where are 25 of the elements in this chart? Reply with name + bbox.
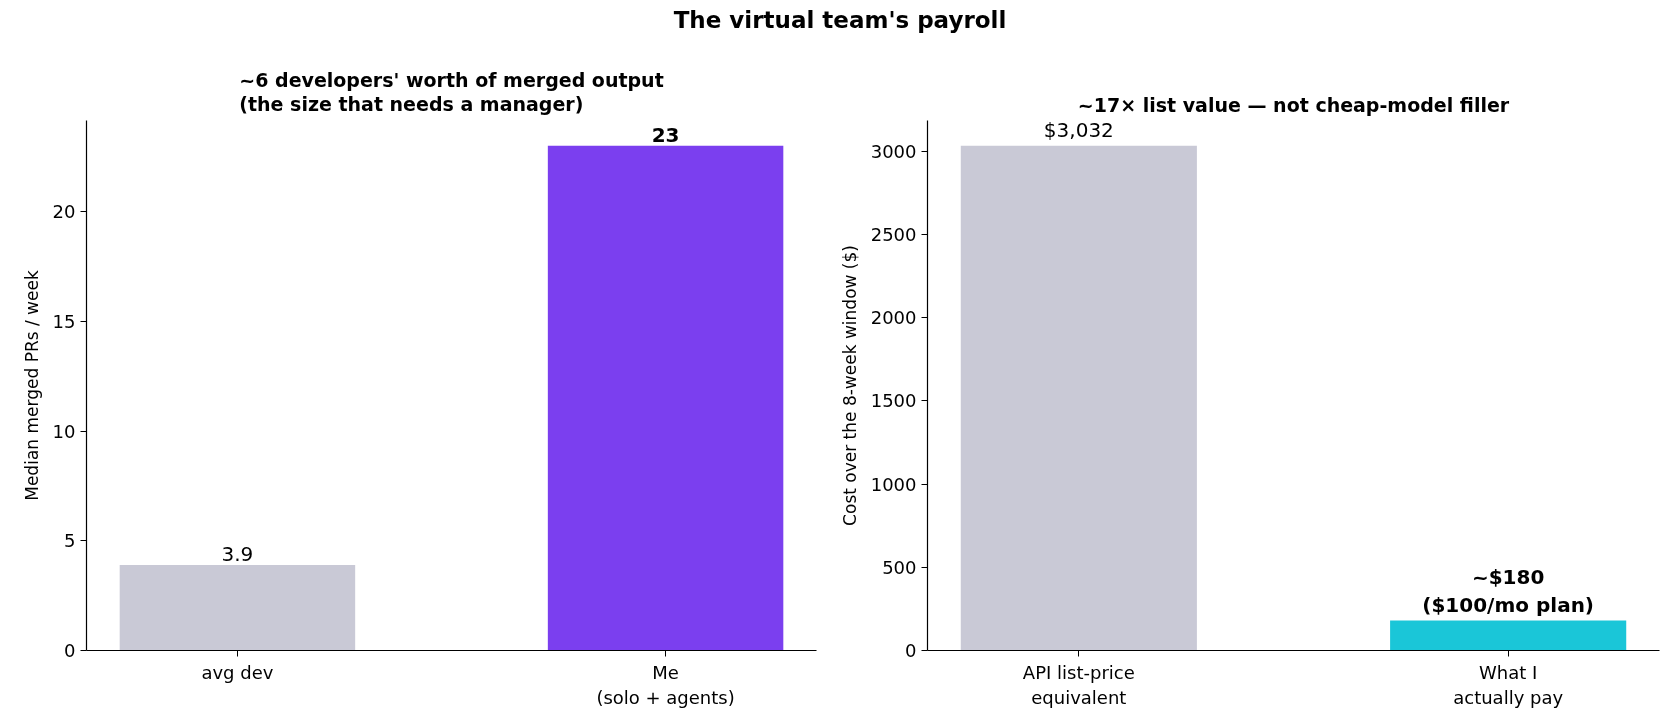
text: The virtual team's payroll bbox=[672, 6, 1008, 35]
y-tick-label: 0 bbox=[64, 640, 76, 661]
y-tick-label: 15 bbox=[52, 310, 76, 332]
y-tick-label: 5 bbox=[64, 530, 76, 552]
y-tick-label: 20 bbox=[52, 201, 76, 223]
data-label: 23 bbox=[651, 122, 680, 147]
chart-title: ~6 developers' worth of merged output (the size that needs a manager) bbox=[239, 69, 664, 116]
x-tick-label: Me (solo + agents) bbox=[596, 661, 735, 708]
x-tick-label: API list-price equivalent bbox=[1022, 661, 1135, 708]
y-tick-label: 1000 bbox=[870, 473, 917, 495]
y-tick-label: 500 bbox=[882, 556, 917, 578]
chart-title: ~17× list value — not cheap-model filler bbox=[1077, 93, 1510, 116]
y-tick-label: 3000 bbox=[870, 140, 917, 162]
data-label: ~$180 ($100/mo plan) bbox=[1422, 564, 1595, 617]
y-tick-label: 1500 bbox=[870, 390, 917, 412]
data-label: 3.9 bbox=[221, 541, 254, 566]
y-tick-label: 2000 bbox=[870, 307, 917, 329]
data-label: $3,032 bbox=[1043, 117, 1114, 142]
x-tick-label: avg dev bbox=[201, 661, 274, 683]
x-tick-label: What I actually pay bbox=[1453, 661, 1564, 708]
y-axis-title: Cost over the 8-week window ($) bbox=[839, 245, 860, 526]
y-tick-label: 10 bbox=[52, 420, 76, 442]
y-axis-title: Median merged PRs / week bbox=[21, 270, 42, 501]
y-tick-label: 0 bbox=[905, 640, 917, 661]
y-tick-label: 2500 bbox=[870, 223, 917, 245]
